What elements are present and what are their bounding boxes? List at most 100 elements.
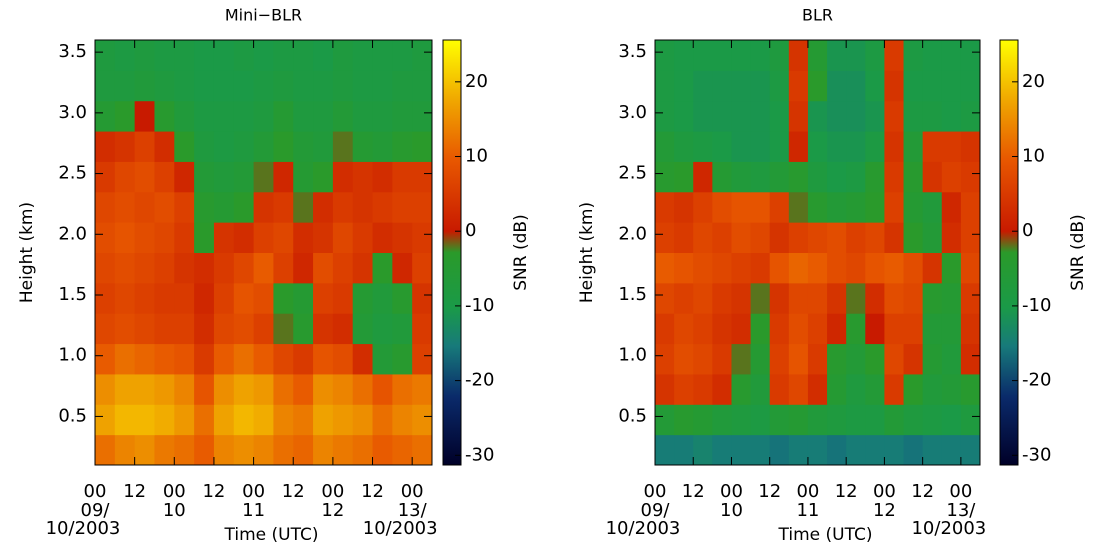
heatmap-cell [674, 343, 694, 375]
heatmap-cell [134, 404, 155, 436]
heatmap-cell [95, 404, 116, 436]
heatmap-cell [154, 252, 175, 284]
heatmap-cell [293, 70, 314, 102]
heatmap-cell [293, 100, 314, 132]
heatmap-cell [332, 161, 354, 193]
date-label: 10/2003 [606, 518, 681, 539]
heatmap-cell [134, 100, 155, 132]
heatmap-cell [750, 282, 771, 314]
heatmap-cell [352, 404, 374, 436]
heatmap-cell [827, 70, 847, 102]
heatmap-cell [253, 161, 274, 193]
heatmap-cell [253, 282, 274, 314]
heatmap-cell [846, 222, 866, 253]
heatmap-cell [372, 161, 393, 193]
heatmap-cell [293, 282, 314, 314]
heatmap-cell [731, 191, 752, 223]
heatmap-cell [213, 100, 235, 132]
heatmap-cell [392, 282, 413, 314]
heatmap-cell [769, 313, 790, 345]
heatmap-cell [827, 40, 847, 71]
heatmap-cell [154, 70, 175, 102]
colorbar-tick-label: 0 [465, 220, 476, 241]
x-tick-label: 12 [682, 481, 705, 502]
heatmap-cell [412, 434, 433, 466]
y-tick-label: 1.5 [618, 284, 647, 305]
heatmap-cell [941, 282, 962, 314]
heatmap-cell [750, 131, 771, 162]
heatmap-cell [352, 131, 374, 162]
heatmap-cell [769, 191, 790, 223]
heatmap-cell [313, 434, 334, 466]
heatmap-cell [807, 282, 828, 314]
heatmap-cell [313, 282, 334, 314]
heatmap-cell [922, 313, 943, 345]
heatmap-cell [313, 100, 334, 132]
heatmap-cell [922, 404, 943, 436]
heatmap-cell [712, 252, 732, 284]
heatmap-cell [960, 70, 981, 102]
heatmap-cell [392, 313, 413, 345]
heatmap-cell [194, 161, 215, 193]
heatmap-cell [134, 40, 155, 71]
heatmap-cell [769, 282, 790, 314]
heatmap-cell [412, 191, 433, 223]
heatmap-cell [293, 191, 314, 223]
x-tick-label: 12 [202, 481, 225, 502]
heatmap-cell [941, 313, 962, 345]
heatmap-cell [114, 40, 136, 71]
heatmap-cell [960, 40, 981, 71]
heatmap-cell [372, 434, 393, 466]
heatmap-cell [750, 343, 771, 375]
colorbar-tick-label: -10 [465, 295, 494, 316]
heatmap-cell [293, 313, 314, 345]
heatmap-cell [273, 404, 294, 436]
heatmap-cell [174, 434, 195, 466]
colorbar-label: SNR (dB) [511, 214, 531, 290]
heatmap-cell [655, 100, 675, 132]
heatmap-cell [655, 191, 675, 223]
heatmap-cell [114, 252, 136, 284]
heatmap-cell [941, 343, 962, 375]
heatmap-cell [114, 191, 136, 223]
y-tick-label: 2.5 [58, 163, 87, 184]
heatmap-cell [194, 131, 215, 162]
heatmap-cell [273, 70, 294, 102]
heatmap-cell [655, 373, 675, 405]
heatmap-cell [769, 40, 790, 71]
date-label: 10/2003 [911, 518, 986, 539]
heatmap-cell [134, 161, 155, 193]
heatmap-cell [922, 70, 943, 102]
heatmap-cell [352, 343, 374, 375]
heatmap-cell [352, 222, 374, 253]
x-tick-label: 12 [835, 481, 858, 502]
heatmap-cell [865, 404, 885, 436]
heatmap-cell [174, 252, 195, 284]
colorbar-tick-label: -20 [1022, 370, 1051, 391]
heatmap-cell [332, 282, 354, 314]
heatmap-cell [233, 313, 255, 345]
heatmap-cell [352, 161, 374, 193]
y-tick-label: 0.5 [618, 405, 647, 426]
heatmap-cell [313, 252, 334, 284]
heatmap-cell [846, 40, 866, 71]
x-tick-label: 00 [873, 481, 896, 502]
heatmap-cell [213, 282, 235, 314]
heatmap-cell [194, 343, 215, 375]
heatmap-cell [114, 404, 136, 436]
heatmap-cell [194, 434, 215, 466]
heatmap-cell [233, 282, 255, 314]
heatmap-cell [865, 131, 885, 162]
x-tick-label: 12 [911, 481, 934, 502]
heatmap-cell [352, 70, 374, 102]
heatmap-cell [95, 131, 116, 162]
heatmap-cell [273, 343, 294, 375]
y-tick-label: 3.5 [618, 41, 647, 62]
heatmap-cell [154, 131, 175, 162]
heatmap-cell [134, 222, 155, 253]
heatmap-cell [392, 70, 413, 102]
heatmap-cell [788, 252, 809, 284]
heatmap-cell [693, 100, 713, 132]
heatmap-cell [392, 404, 413, 436]
colorbar-tick-label: -30 [1022, 444, 1051, 465]
